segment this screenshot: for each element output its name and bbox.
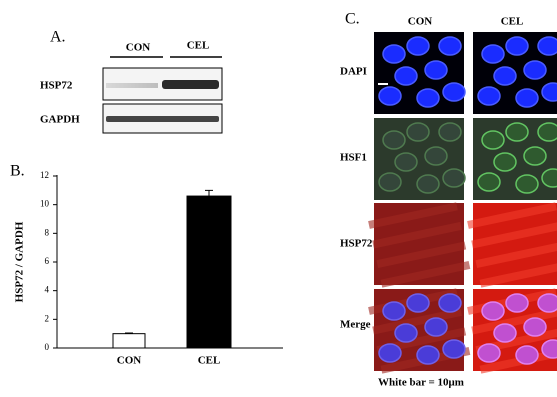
y-tick-label: 4 — [45, 285, 50, 295]
fiber — [471, 221, 557, 249]
nucleus — [406, 36, 430, 56]
row-label: GAPDH — [40, 114, 80, 126]
nucleus — [541, 168, 557, 188]
band — [162, 80, 219, 89]
nucleus — [541, 339, 557, 359]
nucleus — [394, 323, 418, 343]
panel-label: C. — [345, 11, 360, 28]
bar — [112, 333, 146, 349]
panel-label: A. — [50, 29, 66, 46]
nucleus — [493, 323, 517, 343]
fiber — [479, 261, 557, 288]
y-axis-label: HSP72 / GAPDH — [14, 221, 26, 302]
bar — [186, 195, 232, 349]
nucleus — [477, 343, 501, 363]
nucleus — [424, 317, 448, 337]
nucleus — [481, 130, 505, 150]
nucleus — [378, 172, 402, 192]
error-bar — [205, 189, 213, 197]
nucleus — [541, 82, 557, 102]
nucleus — [493, 152, 517, 172]
nucleus — [523, 146, 547, 166]
y-tick-label: 6 — [45, 256, 50, 266]
group-label: CON — [126, 42, 151, 54]
nucleus — [523, 60, 547, 80]
panel-label: B. — [10, 163, 25, 180]
nucleus — [416, 345, 440, 365]
x-tick-label: CON — [117, 355, 142, 367]
row-label: HSF1 — [340, 152, 367, 164]
micrographs — [368, 32, 557, 374]
nucleus — [515, 345, 539, 365]
nucleus — [515, 174, 539, 194]
fiber — [380, 261, 471, 288]
nucleus — [378, 343, 402, 363]
nucleus — [442, 82, 466, 102]
nucleus — [438, 122, 462, 142]
y-tick-label: 0 — [45, 342, 50, 352]
fiber — [368, 202, 458, 229]
fiber — [471, 307, 557, 335]
nucleus — [424, 146, 448, 166]
row-label: Merge — [340, 319, 371, 331]
nucleus — [477, 172, 501, 192]
row-label: HSP72 — [40, 80, 73, 92]
scale-note: White bar = 10μm — [378, 377, 464, 389]
nucleus — [523, 317, 547, 337]
nucleus — [505, 122, 529, 142]
x-tick-label: CEL — [198, 355, 221, 367]
nucleus — [424, 60, 448, 80]
nucleus — [406, 122, 430, 142]
nucleus — [438, 293, 462, 313]
nucleus — [537, 122, 557, 142]
nucleus — [406, 293, 430, 313]
y-tick-label: 10 — [40, 199, 50, 209]
fiber — [376, 241, 467, 269]
band — [106, 116, 219, 122]
column-label: CEL — [501, 16, 524, 28]
fiber — [372, 307, 462, 335]
nucleus — [442, 168, 466, 188]
nucleus — [493, 66, 517, 86]
nucleus — [477, 86, 501, 106]
y-tick-label: 2 — [45, 313, 50, 323]
nucleus — [537, 36, 557, 56]
nucleus — [416, 174, 440, 194]
row-label: DAPI — [340, 66, 367, 78]
nucleus — [515, 88, 539, 108]
fiber — [467, 202, 557, 229]
nucleus — [442, 339, 466, 359]
nucleus — [382, 130, 406, 150]
y-tick-label: 8 — [45, 227, 50, 237]
nucleus — [382, 301, 406, 321]
nucleus — [505, 36, 529, 56]
nucleus — [378, 86, 402, 106]
band — [106, 83, 158, 88]
fiber — [372, 221, 462, 249]
nucleus — [394, 152, 418, 172]
fiber — [475, 241, 557, 269]
column-label: CON — [408, 16, 433, 28]
nucleus — [438, 36, 462, 56]
y-tick-label: 12 — [40, 170, 49, 180]
nucleus — [416, 88, 440, 108]
nucleus — [505, 293, 529, 313]
row-label: HSP72 — [340, 238, 373, 250]
nucleus — [481, 301, 505, 321]
nucleus — [394, 66, 418, 86]
nucleus — [537, 293, 557, 313]
error-bar — [125, 332, 133, 334]
nucleus — [481, 44, 505, 64]
nucleus — [382, 44, 406, 64]
group-label: CEL — [187, 40, 210, 52]
